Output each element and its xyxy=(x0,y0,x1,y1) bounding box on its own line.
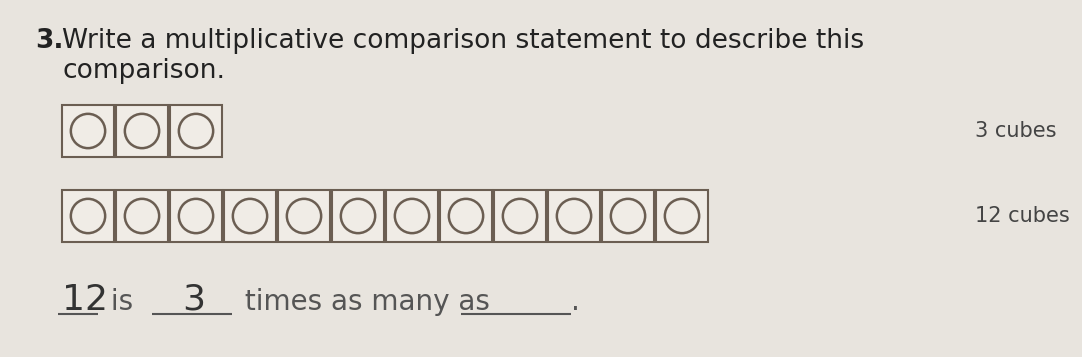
Bar xyxy=(386,190,438,242)
Bar xyxy=(494,190,546,242)
Bar xyxy=(116,190,168,242)
Bar xyxy=(62,190,114,242)
Circle shape xyxy=(124,199,159,233)
Circle shape xyxy=(449,199,484,233)
Text: comparison.: comparison. xyxy=(62,58,225,84)
Text: 12 cubes: 12 cubes xyxy=(975,206,1070,226)
Text: is: is xyxy=(102,288,142,316)
Circle shape xyxy=(341,199,375,233)
Text: .: . xyxy=(571,288,580,316)
Circle shape xyxy=(395,199,430,233)
Bar xyxy=(656,190,708,242)
Text: 12: 12 xyxy=(62,283,108,317)
Text: 3 cubes: 3 cubes xyxy=(975,121,1056,141)
Bar xyxy=(170,105,222,157)
Circle shape xyxy=(70,199,105,233)
Bar xyxy=(224,190,276,242)
Text: 3.: 3. xyxy=(35,28,64,54)
Circle shape xyxy=(70,114,105,148)
Text: times as many as: times as many as xyxy=(236,288,499,316)
Bar xyxy=(440,190,492,242)
Circle shape xyxy=(179,199,213,233)
Bar xyxy=(547,190,601,242)
Bar xyxy=(170,190,222,242)
Circle shape xyxy=(557,199,591,233)
Circle shape xyxy=(503,199,537,233)
Circle shape xyxy=(233,199,267,233)
Bar xyxy=(278,190,330,242)
Bar xyxy=(332,190,384,242)
Circle shape xyxy=(179,114,213,148)
Bar xyxy=(116,105,168,157)
Text: Write a multiplicative comparison statement to describe this: Write a multiplicative comparison statem… xyxy=(62,28,865,54)
Bar xyxy=(602,190,654,242)
Text: 3: 3 xyxy=(183,283,206,317)
Circle shape xyxy=(611,199,645,233)
Bar xyxy=(62,105,114,157)
Circle shape xyxy=(124,114,159,148)
Circle shape xyxy=(287,199,321,233)
Circle shape xyxy=(664,199,699,233)
